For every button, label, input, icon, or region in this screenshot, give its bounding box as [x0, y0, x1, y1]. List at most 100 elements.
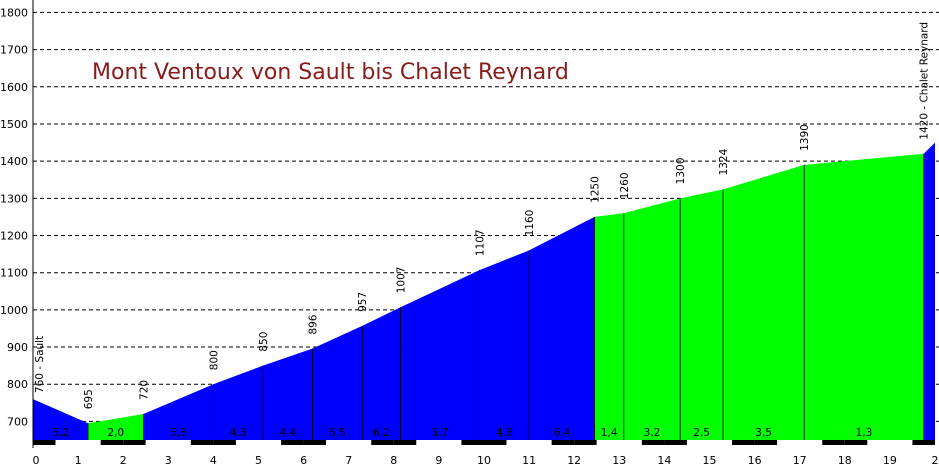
x-tick-label: 12 [567, 454, 581, 467]
profile-segment [723, 164, 805, 440]
grid-lines [33, 11, 939, 422]
profile-segment [400, 270, 480, 440]
gradient-label: 3,2 [644, 427, 661, 439]
y-tick-label: 1100 [0, 267, 28, 280]
km-bar-cell [326, 440, 349, 445]
profile-segment [623, 198, 681, 440]
y-tick-label: 1400 [0, 155, 28, 168]
gradient-labels: 5,2 2,0 5,3 4,3 4,4 5,5 6,2 5,7 4,8 6,4 1,4 3,2 2,5 3… [52, 427, 872, 439]
gradient-label: 4,4 [279, 427, 296, 439]
profile-segment [594, 213, 624, 440]
km-bar-cell [799, 440, 823, 445]
x-tick-label: 16 [748, 454, 762, 467]
gradient-label: 1,3 [856, 427, 873, 439]
profile-segment [213, 365, 264, 440]
km-bar-cell [484, 440, 507, 445]
km-bar-cell [754, 440, 778, 445]
x-tick-label: 1 [75, 454, 82, 467]
elevation-label: 720 [138, 380, 150, 400]
profile-segment [33, 399, 89, 440]
km-bar-cell [213, 440, 236, 445]
km-bar-cell [438, 440, 462, 445]
elevation-label: 1324 [718, 148, 730, 175]
km-bar-cell [416, 440, 439, 445]
km-bar-cell [281, 440, 304, 445]
y-tick-label: 1200 [0, 230, 28, 243]
x-tick-label: 7 [345, 454, 352, 467]
x-tick-label: 17 [793, 454, 807, 467]
gradient-label: 5,7 [432, 427, 449, 439]
profile-segment [263, 348, 313, 440]
profile-segment [479, 250, 530, 440]
y-tick-label: 1300 [0, 192, 28, 205]
km-bar-cell [912, 440, 935, 445]
km-bar-cell [867, 440, 890, 445]
elevation-label: 850 [258, 332, 270, 352]
gradient-label: 1,4 [601, 427, 618, 439]
gradient-label: 5,3 [170, 427, 187, 439]
km-bar-cell [664, 440, 687, 445]
gradient-label: 2,5 [693, 427, 710, 439]
profile-segment [680, 189, 724, 440]
chart-title: Mont Ventoux von Sault bis Chalet Reynar… [92, 60, 569, 85]
km-bar-cell [393, 440, 417, 445]
x-tick-label: 2 [932, 454, 939, 467]
km-bar-cell [529, 440, 552, 445]
km-bar-cell [348, 440, 372, 445]
y-tick-label: 900 [7, 341, 28, 354]
y-tick-label: 700 [7, 415, 28, 428]
km-bar-cell [33, 440, 56, 445]
gradient-label: 2,0 [107, 427, 124, 439]
km-bar-cell [145, 440, 169, 445]
elevation-label: 957 [357, 292, 369, 312]
x-tick-label: 11 [522, 454, 536, 467]
km-bar-cell [777, 440, 800, 445]
elevation-label: 1390 [799, 124, 811, 151]
km-bar-cell [303, 440, 327, 445]
elevation-label: 800 [208, 350, 220, 370]
gradient-label: 5,2 [52, 427, 69, 439]
gradient-label: 3,5 [755, 427, 772, 439]
km-bar-cell [889, 440, 913, 445]
x-tick-label: 5 [255, 454, 262, 467]
elevation-label: 1107 [474, 229, 486, 256]
x-tick-label: 19 [883, 454, 897, 467]
elevation-label: 1007 [396, 267, 408, 294]
km-bar-cell [822, 440, 845, 445]
x-tick-label: 9 [435, 454, 442, 467]
km-bar-cell [844, 440, 868, 445]
km-bar-cell [100, 440, 124, 445]
km-bar-cell [686, 440, 710, 445]
gradient-label: 6,4 [553, 427, 570, 439]
km-bar-cell [619, 440, 642, 445]
elevation-label: 760 - Sault [34, 336, 46, 393]
profile-segment [362, 307, 401, 440]
km-bar-cell [235, 440, 259, 445]
elevation-label: 1160 [524, 210, 536, 237]
km-bar-cell [78, 440, 101, 445]
km-bar-cell [258, 440, 282, 445]
y-tick-label: 1000 [0, 304, 28, 317]
gradient-label: 4,3 [230, 427, 247, 439]
km-scale-bar [33, 440, 935, 445]
km-bar-cell [641, 440, 665, 445]
y-tick-label: 1800 [0, 6, 28, 19]
x-tick-label: 18 [838, 454, 852, 467]
km-bar-cell [190, 440, 214, 445]
profile-segment [312, 325, 363, 440]
elevation-label: 1420 - Chalet Reynard [919, 22, 931, 140]
gradient-label: 6,2 [373, 427, 390, 439]
x-tick-label: 10 [477, 454, 491, 467]
x-tick-label: 6 [300, 454, 307, 467]
km-bar-cell [732, 440, 755, 445]
gradient-label: 5,5 [329, 427, 346, 439]
x-tick-label: 15 [703, 454, 717, 467]
km-bar-cell [506, 440, 530, 445]
x-tick-label: 14 [657, 454, 671, 467]
x-tick-label: 8 [390, 454, 397, 467]
km-bar-cell [123, 440, 146, 445]
y-tick-label: 1700 [0, 44, 28, 57]
km-bar-cell [596, 440, 620, 445]
